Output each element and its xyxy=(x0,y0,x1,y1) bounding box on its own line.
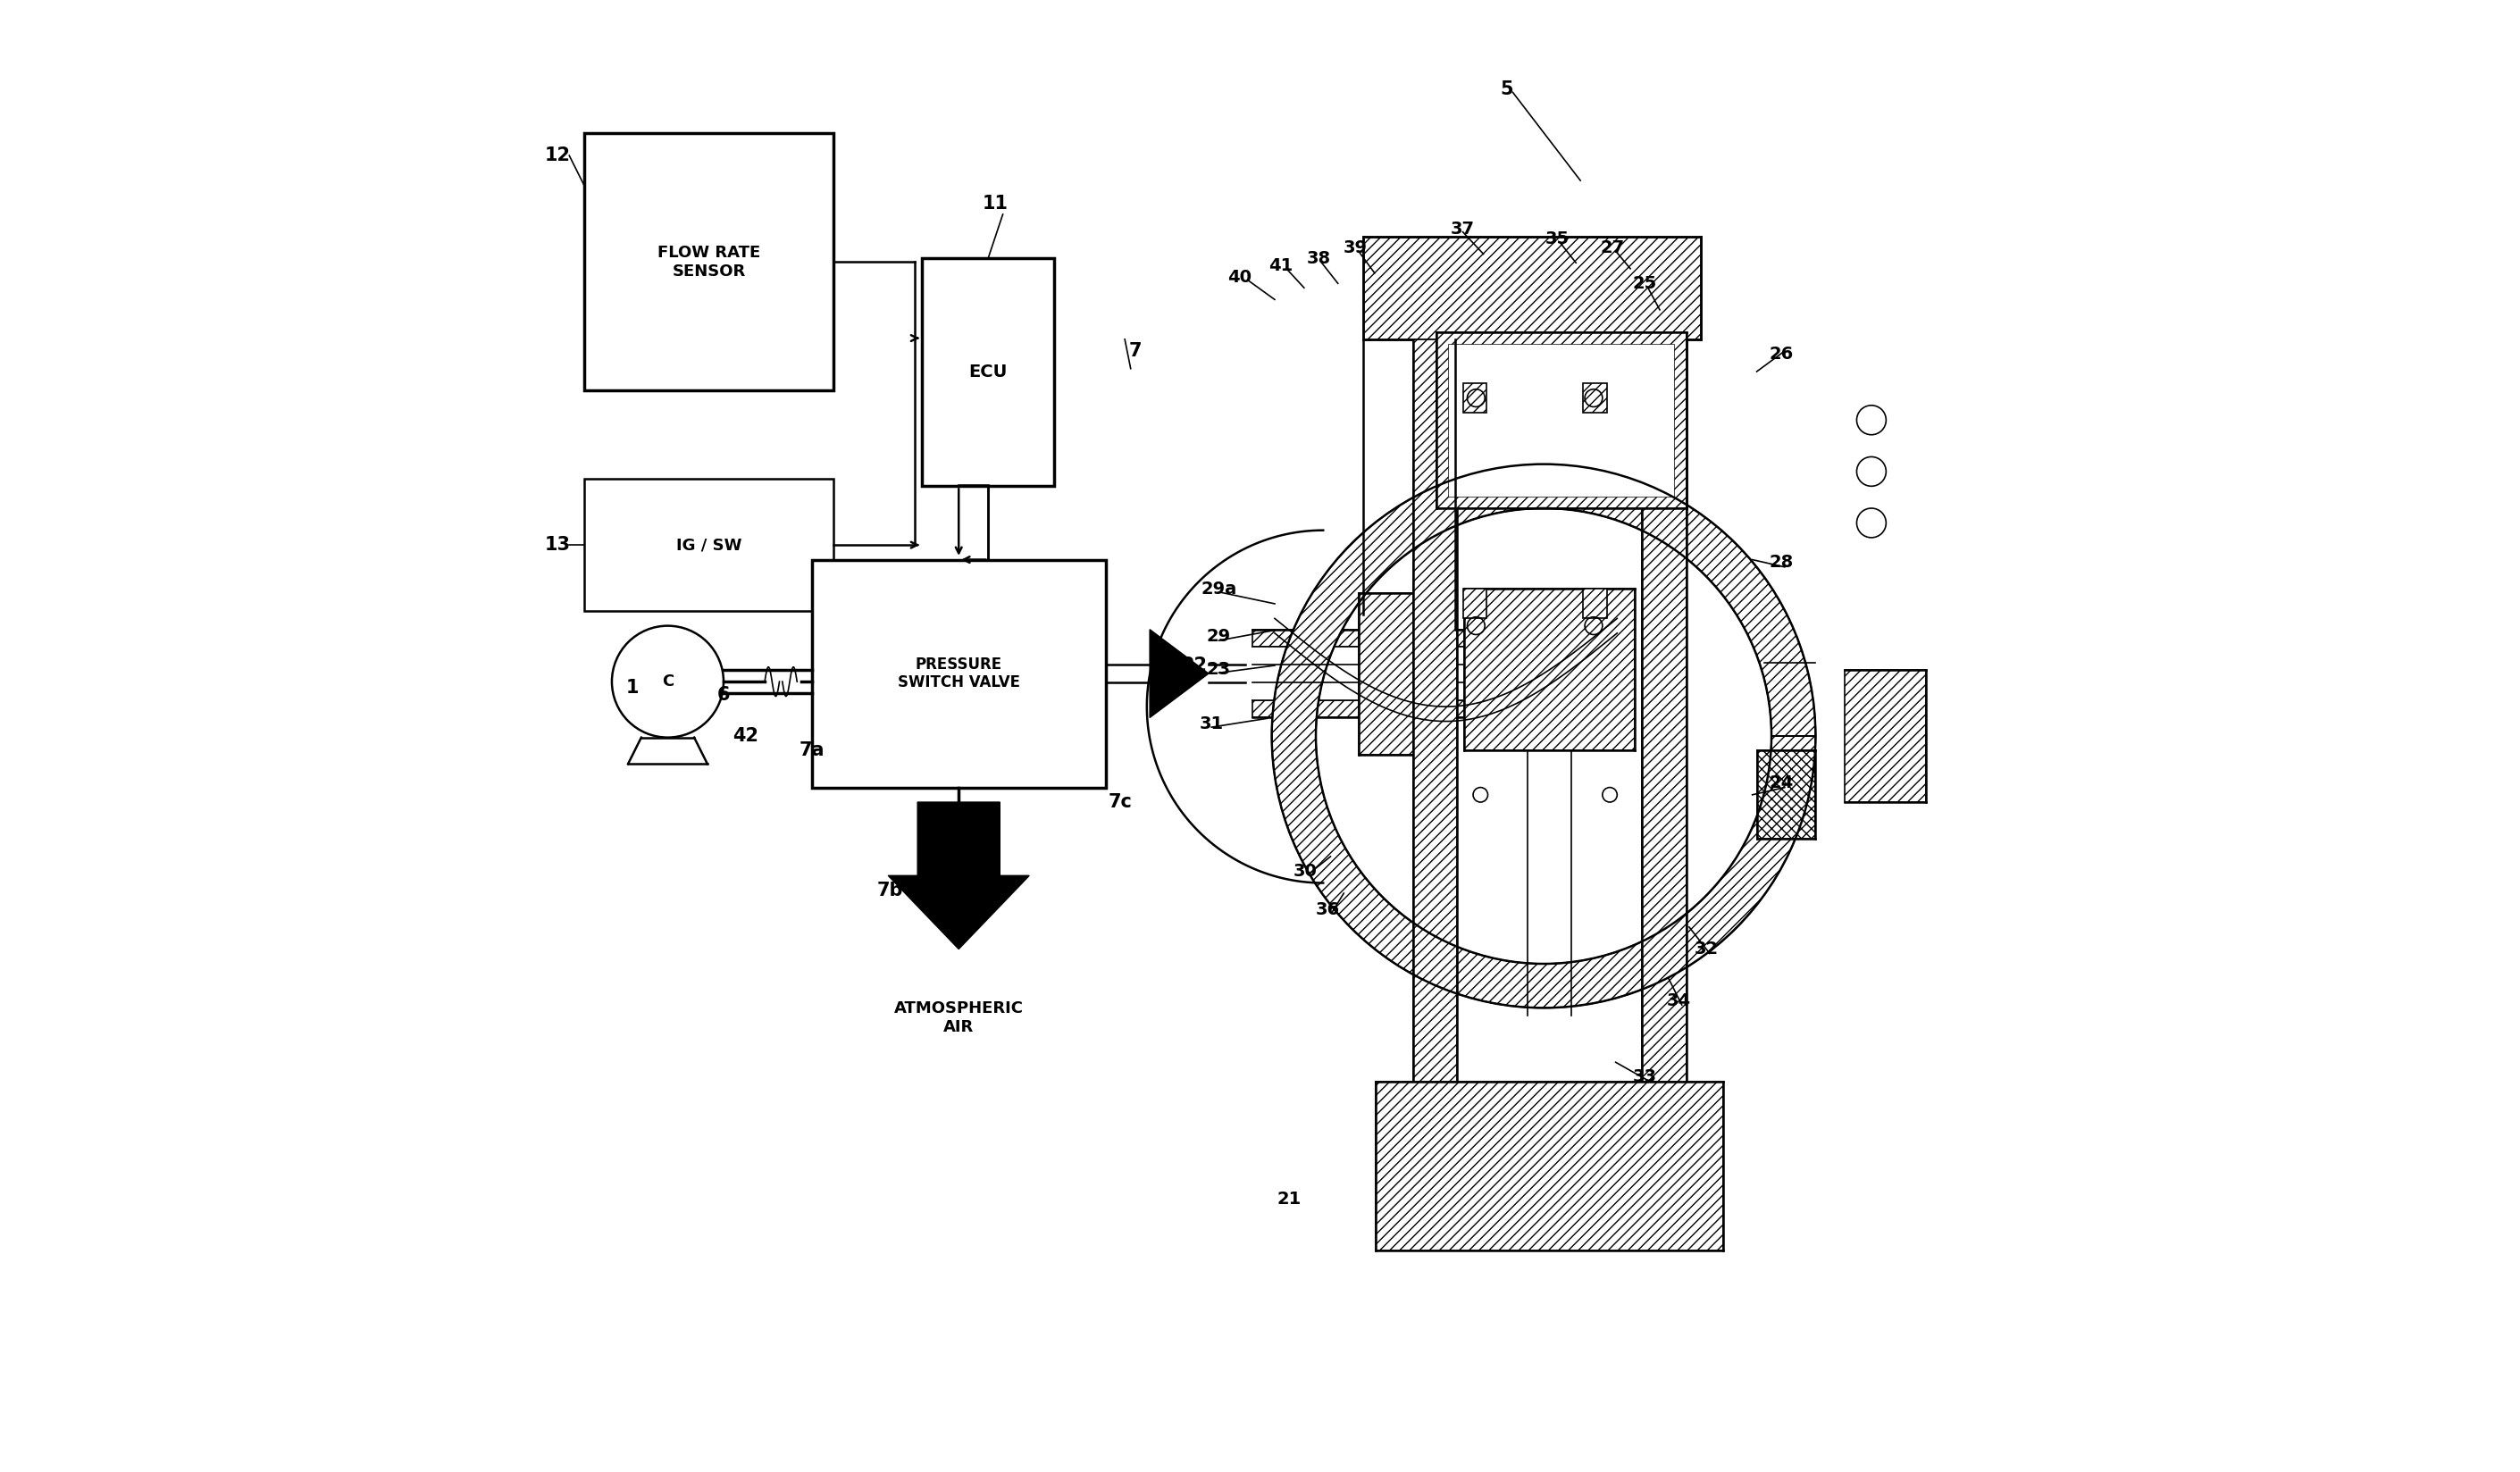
Text: 6: 6 xyxy=(718,686,731,704)
Text: 40: 40 xyxy=(1227,269,1252,286)
Bar xyxy=(922,259,1053,486)
Bar xyxy=(1363,237,1701,339)
Text: ECU: ECU xyxy=(968,364,1008,381)
Bar xyxy=(1643,339,1686,1097)
Text: 21: 21 xyxy=(1278,1191,1300,1207)
Bar xyxy=(1414,339,1457,1097)
Text: 27: 27 xyxy=(1600,240,1625,256)
Text: 37: 37 xyxy=(1452,221,1474,237)
Text: C: C xyxy=(663,674,673,690)
Text: 7b: 7b xyxy=(877,882,902,899)
Bar xyxy=(1252,701,1467,718)
Text: 33: 33 xyxy=(1633,1069,1658,1085)
Bar xyxy=(1462,589,1487,618)
Text: 1: 1 xyxy=(625,679,640,696)
Bar xyxy=(1436,331,1686,508)
Text: 22: 22 xyxy=(1182,657,1207,674)
Bar xyxy=(1252,630,1467,648)
Text: 39: 39 xyxy=(1343,240,1368,256)
Bar xyxy=(1756,751,1814,839)
Text: 34: 34 xyxy=(1666,992,1691,1008)
Text: 29: 29 xyxy=(1207,627,1230,645)
Bar xyxy=(1583,589,1608,618)
Text: 26: 26 xyxy=(1769,346,1794,362)
Text: 29a: 29a xyxy=(1202,580,1237,598)
Text: FLOW RATE
SENSOR: FLOW RATE SENSOR xyxy=(658,244,761,280)
Text: ATMOSPHERIC
AIR: ATMOSPHERIC AIR xyxy=(895,1001,1023,1035)
Text: 38: 38 xyxy=(1308,250,1331,266)
Text: 35: 35 xyxy=(1545,231,1570,247)
Bar xyxy=(585,134,834,390)
Bar xyxy=(1583,383,1608,412)
Text: 30: 30 xyxy=(1293,863,1318,880)
Polygon shape xyxy=(887,802,1028,949)
Bar xyxy=(585,478,834,611)
Text: 23: 23 xyxy=(1207,661,1230,679)
Text: 7: 7 xyxy=(1129,342,1142,361)
Text: 31: 31 xyxy=(1200,715,1225,733)
Bar xyxy=(1252,648,1467,701)
Text: 11: 11 xyxy=(983,196,1008,213)
Text: PRESSURE
SWITCH VALVE: PRESSURE SWITCH VALVE xyxy=(897,657,1021,690)
Text: 28: 28 xyxy=(1769,553,1794,571)
Text: 5: 5 xyxy=(1499,81,1515,99)
Text: 7c: 7c xyxy=(1109,793,1131,811)
Bar xyxy=(1457,1111,1643,1206)
Text: IG / SW: IG / SW xyxy=(675,537,741,553)
Bar xyxy=(1845,670,1925,802)
Text: 36: 36 xyxy=(1315,901,1341,919)
Text: 25: 25 xyxy=(1633,275,1658,291)
Bar xyxy=(811,559,1106,788)
Text: 32: 32 xyxy=(1693,941,1719,958)
Bar xyxy=(1462,383,1487,412)
Text: 24: 24 xyxy=(1769,774,1794,792)
Bar xyxy=(1376,1082,1724,1250)
Bar xyxy=(1449,343,1673,496)
Text: 13: 13 xyxy=(544,536,570,553)
Text: 42: 42 xyxy=(733,727,759,745)
Bar xyxy=(1358,593,1454,754)
Bar xyxy=(1414,1097,1686,1220)
Text: 41: 41 xyxy=(1268,258,1293,274)
Polygon shape xyxy=(1149,630,1210,718)
Text: 12: 12 xyxy=(544,147,570,165)
Polygon shape xyxy=(1273,464,1814,1008)
Bar xyxy=(1464,589,1635,751)
Text: 7a: 7a xyxy=(799,742,824,760)
